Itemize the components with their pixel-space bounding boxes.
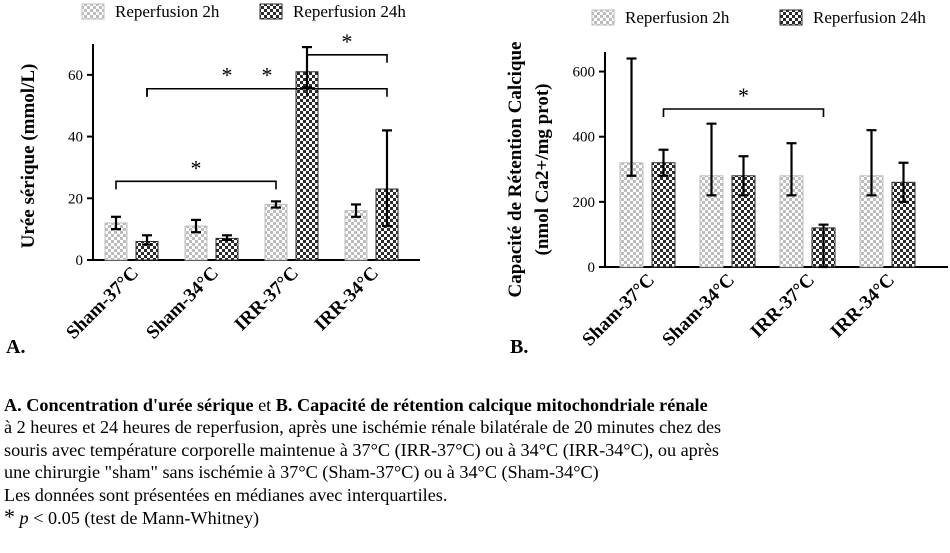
panel-a-category-label: Sham-34°C	[142, 263, 223, 344]
panel-b-legend-swatch	[779, 9, 803, 26]
panel-a-significance-bracket	[115, 180, 277, 190]
panel-b-category-label: Sham-37°C	[578, 270, 659, 351]
panel-b-y-tick-label: 200	[573, 195, 596, 211]
panel-b-legend-label: Reperfusion 24h	[813, 8, 926, 27]
panel-a-y-label: Urée sérique (mmol/L)	[18, 64, 39, 249]
panel-a-y-tick-label: 20	[68, 191, 83, 207]
panel-a-legend-swatch	[259, 3, 283, 20]
footnote-text: < 0.05 (test de Mann-Whitney)	[28, 508, 260, 529]
panel-a-y-tick-label: 0	[76, 253, 84, 269]
panel-b-legend-label: Reperfusion 2h	[625, 8, 730, 27]
panel-a-significance-star: *	[262, 63, 273, 88]
caption-title-line: A. Concentration d'urée sérique et B. Ca…	[4, 394, 944, 416]
figure: 0 20 40 60 Urée sérique (mmol/L) Reperfusion …	[6, 2, 948, 358]
panel-b-y-label-line1: Capacité de Rétention Calcique	[505, 42, 526, 298]
panel-b-category-label: IRR-34°C	[827, 270, 899, 342]
panel-b-y-tick-label: 600	[573, 65, 596, 81]
caption-title-a: A. Concentration d'urée sérique	[4, 395, 254, 415]
caption-footnote: * p < 0.05 (test de Mann-Whitney)	[4, 504, 944, 530]
panel-b-y-label-line2: (nmol Ca2+/mg prot)	[532, 84, 553, 256]
panel-a-bar	[295, 71, 319, 261]
panel-b-bar	[619, 162, 644, 268]
panel-b-category-label: Sham-34°C	[658, 270, 739, 351]
panel-a-category-label: IRR-34°C	[311, 263, 383, 335]
caption-line-3: souris avec température corporelle maint…	[4, 439, 719, 460]
panel-a-significance-star: *	[191, 155, 202, 180]
caption-title-b: B. Capacité de rétention calcique mitoch…	[275, 395, 708, 415]
footnote-p: p	[19, 508, 29, 529]
panel-b-letter: B.	[510, 336, 529, 358]
panel-a-significance-bracket	[146, 87, 308, 97]
figure-caption: A. Concentration d'urée sérique et B. Ca…	[4, 394, 944, 529]
panel-a-bar	[344, 210, 368, 261]
panel-b-y-tick-label: 0	[588, 260, 596, 276]
caption-line-4: une chirurgie "sham" sans ischémie à 37°…	[4, 462, 599, 483]
panel-a-significance-bracket	[306, 53, 388, 63]
chart-canvas: 0 20 40 60 Urée sérique (mmol/L) Reperfusion …	[18, 2, 948, 351]
caption-line-5: Les données sont présentées en médianes …	[4, 484, 448, 505]
panel-b-category-label: IRR-37°C	[747, 270, 819, 342]
panel-b-y-tick-label: 400	[573, 130, 596, 146]
caption-line-2: à 2 heures et 24 heures de reperfusion, …	[4, 417, 722, 438]
panel-a-letter: A.	[6, 336, 26, 358]
panel-a-legend-label: Reperfusion 2h	[115, 2, 220, 21]
panel-a-bar	[215, 237, 239, 261]
panel-a-y-tick-label: 40	[68, 130, 83, 146]
panel-a-bar	[264, 203, 288, 261]
panel-b-bar	[651, 162, 676, 268]
panel-b-legend-swatch	[591, 9, 615, 26]
panel-a-y-tick-label: 60	[68, 68, 83, 84]
panel-b-significance-bracket	[662, 108, 825, 118]
panel-a-significance-bracket	[146, 87, 388, 97]
panel-a-significance-star: *	[342, 29, 353, 54]
caption-title-conjunction: et	[253, 395, 276, 415]
panel-a-legend-label: Reperfusion 24h	[293, 2, 406, 21]
panel-a-category-label: IRR-37°C	[231, 263, 303, 335]
panel-a-legend-swatch	[81, 3, 105, 20]
panel-b-significance-star: *	[738, 83, 749, 108]
panel-a-significance-star: *	[222, 63, 233, 88]
panel-a-category-label: Sham-37°C	[62, 263, 143, 344]
footnote-star: *	[4, 504, 15, 530]
